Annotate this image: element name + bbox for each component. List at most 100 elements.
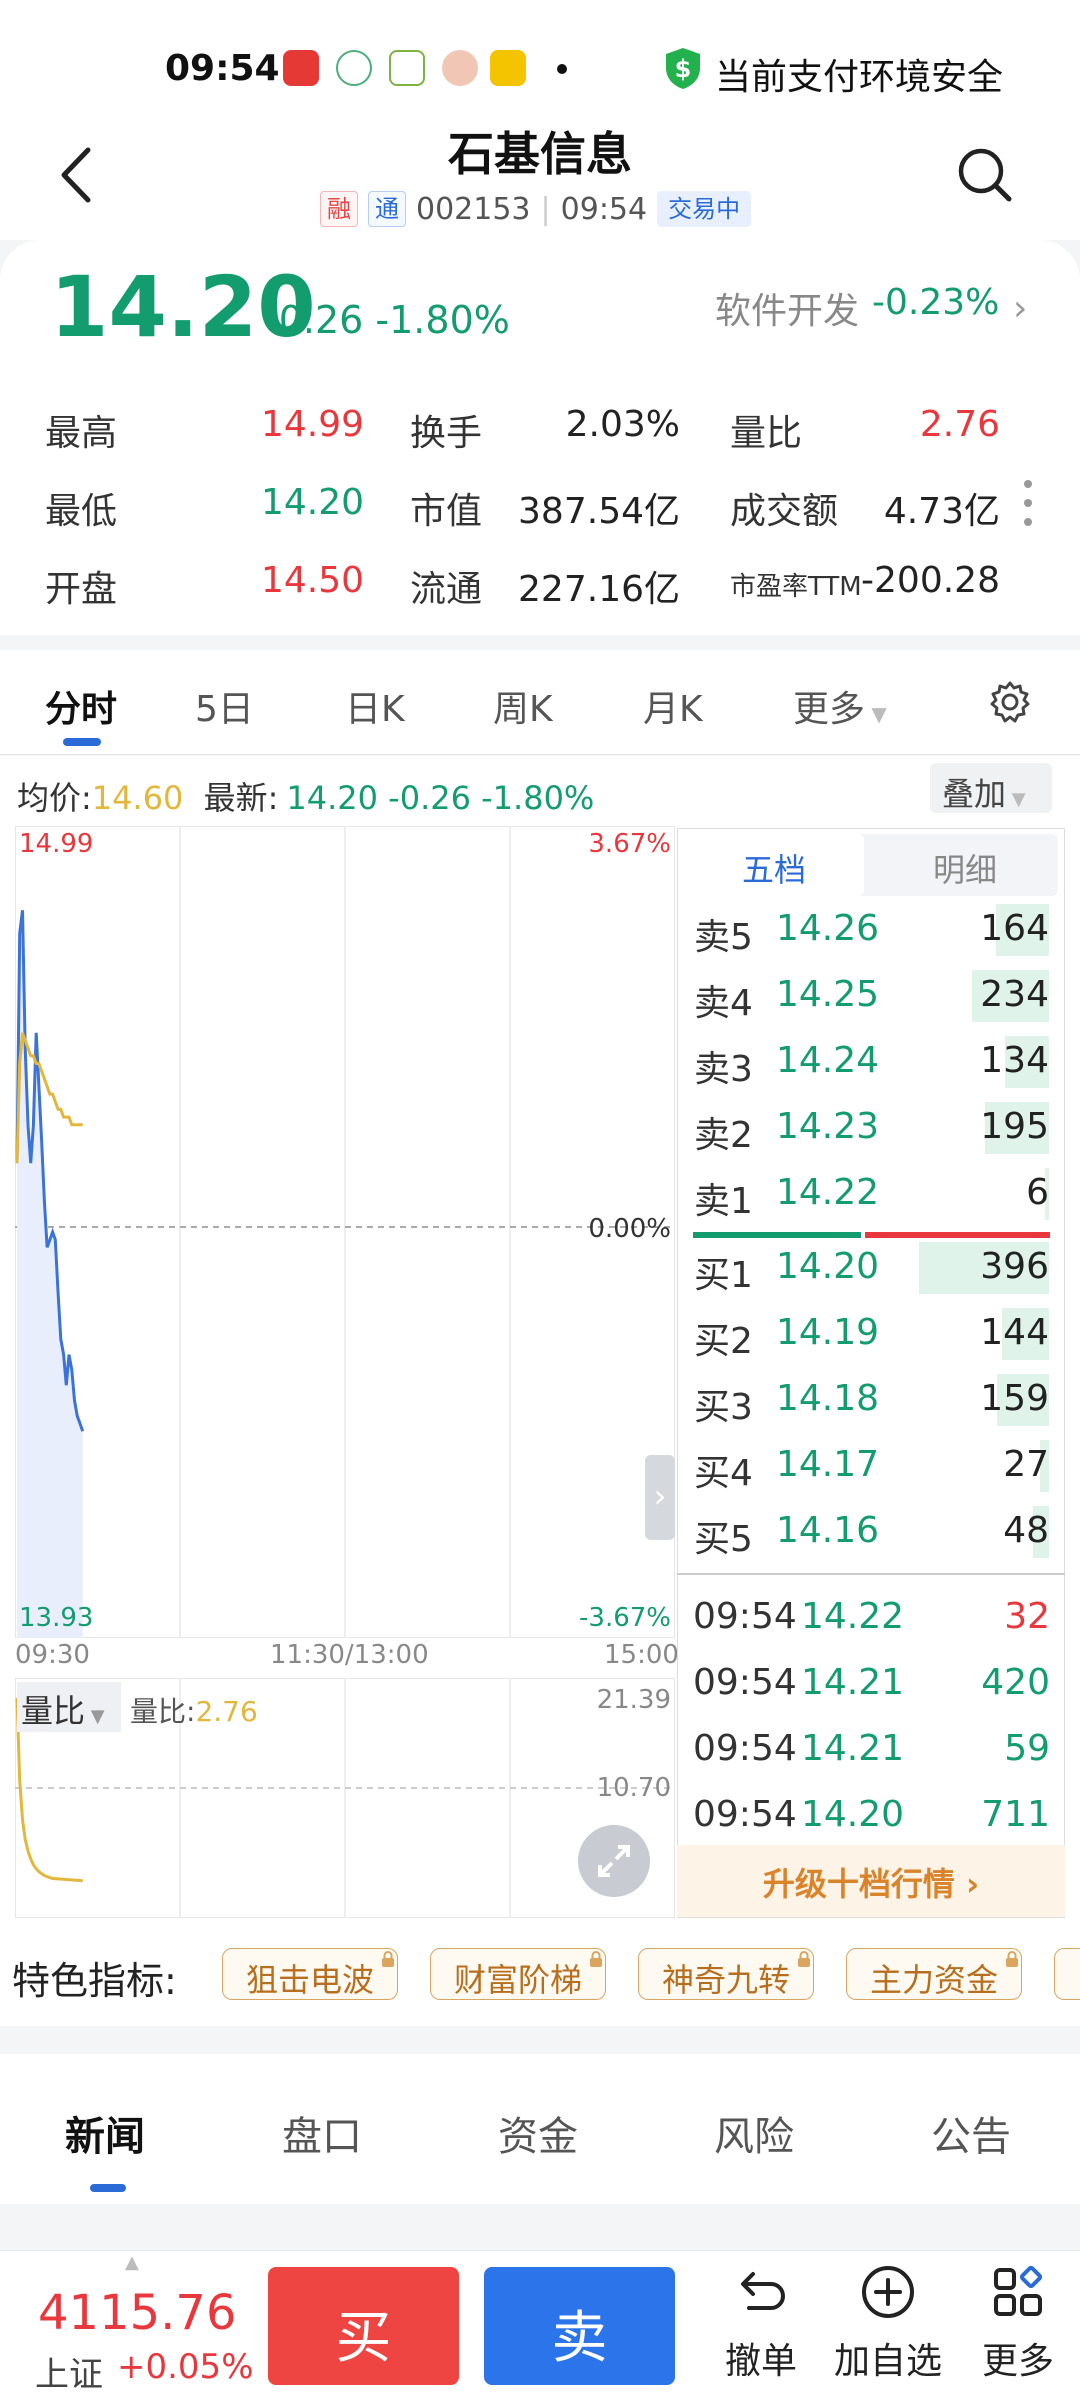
volume-indicator-select[interactable]: 量比 ▼ bbox=[17, 1682, 121, 1732]
depth-bar bbox=[1045, 1168, 1049, 1220]
sell-level-row[interactable]: 卖4 14.25 234 bbox=[694, 966, 1049, 1024]
feature-chip-partial[interactable] bbox=[1054, 1948, 1080, 2000]
overlay-label: 叠加 bbox=[942, 775, 1007, 813]
tab-daily-k[interactable]: 日K bbox=[345, 689, 405, 730]
gear-icon[interactable] bbox=[988, 680, 1032, 724]
buy-level-row[interactable]: 买3 14.18 159 bbox=[694, 1370, 1049, 1428]
y-low-label: 13.93 bbox=[19, 1603, 93, 1633]
sector-change[interactable]: -0.23% bbox=[872, 282, 1000, 323]
price-series-line bbox=[15, 910, 85, 1432]
quote-panel bbox=[0, 240, 1080, 635]
sell-level-row[interactable]: 卖3 14.24 134 bbox=[694, 1032, 1049, 1090]
tab-5day[interactable]: 5日 bbox=[195, 689, 254, 730]
level-label: 卖3 bbox=[694, 1049, 753, 1090]
depth-bar bbox=[997, 1374, 1049, 1426]
realme-notification-icon bbox=[490, 50, 526, 86]
level-qty: 6 bbox=[1026, 1172, 1049, 1213]
feature-chip-sniper[interactable]: 狙击电波 bbox=[222, 1948, 398, 2000]
trade-volume: 59 bbox=[1004, 1728, 1050, 1769]
trade-row: 09:54 14.21 420 bbox=[693, 1652, 1050, 1708]
buy-level-row[interactable]: 买5 14.16 48 bbox=[694, 1502, 1049, 1560]
level-qty: 159 bbox=[980, 1378, 1049, 1419]
high-label: 最高 bbox=[45, 413, 118, 454]
more-notifications-dot bbox=[557, 64, 567, 74]
depth-bar bbox=[985, 1102, 1049, 1154]
tab-announcements[interactable]: 公告 bbox=[931, 2114, 1011, 2160]
expand-icon[interactable] bbox=[578, 1825, 650, 1897]
trade-time: 09:54 bbox=[693, 1662, 797, 1703]
level-label: 卖5 bbox=[694, 917, 753, 958]
tab-funds[interactable]: 资金 bbox=[498, 2114, 578, 2160]
volume-indicator-label: 量比 bbox=[21, 1692, 86, 1730]
tab-weekly-k[interactable]: 周K bbox=[493, 689, 553, 730]
caret-down-icon: ▼ bbox=[865, 702, 887, 726]
grid-more-icon bbox=[994, 2265, 1043, 2316]
search-icon[interactable] bbox=[955, 145, 1015, 205]
more-actions-button[interactable]: 更多 bbox=[963, 2262, 1073, 2384]
level-label: 买1 bbox=[694, 1255, 753, 1296]
feature-chip-main-funds[interactable]: 主力资金 bbox=[846, 1948, 1022, 2000]
index-value[interactable]: 4115.76 bbox=[38, 2285, 237, 2341]
cancel-order-label: 撤单 bbox=[724, 2341, 797, 2382]
feature-chip-wealth[interactable]: 财富阶梯 bbox=[430, 1948, 606, 2000]
add-watchlist-button[interactable]: 加自选 bbox=[833, 2262, 943, 2384]
sell-level-row[interactable]: 卖1 14.22 6 bbox=[694, 1164, 1049, 1222]
tab-news[interactable]: 新闻 bbox=[65, 2114, 145, 2160]
sell-level-row[interactable]: 卖2 14.23 195 bbox=[694, 1098, 1049, 1156]
trade-price: 14.20 bbox=[801, 1794, 905, 1835]
sell-button[interactable]: 卖 bbox=[484, 2267, 675, 2385]
level-price: 14.25 bbox=[776, 974, 880, 1015]
back-icon[interactable] bbox=[52, 140, 102, 210]
tab-more[interactable]: 更多 ▼ bbox=[793, 680, 887, 732]
quote-time: 09:54 bbox=[560, 191, 648, 227]
level-label: 卖1 bbox=[694, 1181, 753, 1222]
avg-series-line bbox=[15, 1032, 83, 1164]
collapse-panel-handle[interactable]: › bbox=[645, 1455, 675, 1540]
avatar-notification-icon bbox=[442, 50, 478, 86]
status-time: 09:54 bbox=[165, 48, 280, 89]
buy-level-row[interactable]: 买1 14.20 396 bbox=[694, 1238, 1049, 1296]
trade-price: 14.21 bbox=[801, 1662, 905, 1703]
change-percent: -1.80% bbox=[375, 298, 510, 342]
more-vertical-icon[interactable] bbox=[1022, 478, 1034, 528]
ask-ratio-bar bbox=[865, 1232, 1050, 1238]
upgrade-label: 升级十档行情 bbox=[762, 1865, 955, 1903]
level-label: 卖2 bbox=[694, 1115, 753, 1156]
level-qty: 234 bbox=[980, 974, 1049, 1015]
tab-trade-detail[interactable]: 明细 bbox=[932, 851, 997, 889]
sector-link[interactable]: 软件开发 bbox=[715, 291, 860, 332]
chevron-right-icon: › bbox=[954, 1865, 980, 1903]
tab-intraday[interactable]: 分时 bbox=[45, 689, 118, 730]
level-price: 14.26 bbox=[776, 908, 880, 949]
sell-level-row[interactable]: 卖5 14.26 164 bbox=[694, 900, 1049, 958]
buy-level-row[interactable]: 买2 14.19 144 bbox=[694, 1304, 1049, 1362]
amount-value: 4.73亿 bbox=[883, 491, 1000, 532]
caret-down-icon: ▼ bbox=[85, 1706, 105, 1727]
intraday-chart[interactable]: 14.99 13.93 3.67% 0.00% -3.67% bbox=[15, 826, 675, 1638]
chevron-right-icon[interactable]: › bbox=[1013, 288, 1028, 329]
trade-volume: 420 bbox=[981, 1662, 1050, 1703]
tab-five-levels[interactable]: 五档 bbox=[684, 834, 864, 896]
tab-risk[interactable]: 风险 bbox=[714, 2114, 794, 2160]
add-circle-icon bbox=[862, 2266, 914, 2318]
change-value: -0.26 bbox=[265, 298, 364, 342]
connect-tag: 通 bbox=[368, 191, 406, 227]
features-label: 特色指标: bbox=[12, 1959, 177, 2003]
price-area-fill bbox=[17, 910, 83, 1638]
tab-order-flow[interactable]: 盘口 bbox=[282, 2114, 362, 2160]
buy-level-row[interactable]: 买4 14.17 27 bbox=[694, 1436, 1049, 1494]
y-high-label: 14.99 bbox=[19, 829, 93, 859]
app-notification-icon bbox=[283, 50, 319, 86]
trades-divider bbox=[677, 1573, 1065, 1575]
caret-up-icon[interactable]: ▲ bbox=[125, 2252, 139, 2273]
cancel-order-button[interactable]: 撤单 bbox=[706, 2262, 816, 2384]
tab-monthly-k[interactable]: 月K bbox=[643, 689, 703, 730]
buy-button[interactable]: 买 bbox=[268, 2267, 459, 2385]
chip-label: 财富阶梯 bbox=[453, 1961, 582, 1999]
overlay-button[interactable]: 叠加 ▼ bbox=[930, 763, 1052, 813]
level-price: 14.23 bbox=[776, 1106, 880, 1147]
level-qty: 195 bbox=[980, 1106, 1049, 1147]
upgrade-level10-button[interactable]: 升级十档行情 › bbox=[677, 1845, 1065, 1917]
feature-chip-nine-turn[interactable]: 神奇九转 bbox=[638, 1948, 814, 2000]
depth-bar bbox=[972, 970, 1049, 1022]
